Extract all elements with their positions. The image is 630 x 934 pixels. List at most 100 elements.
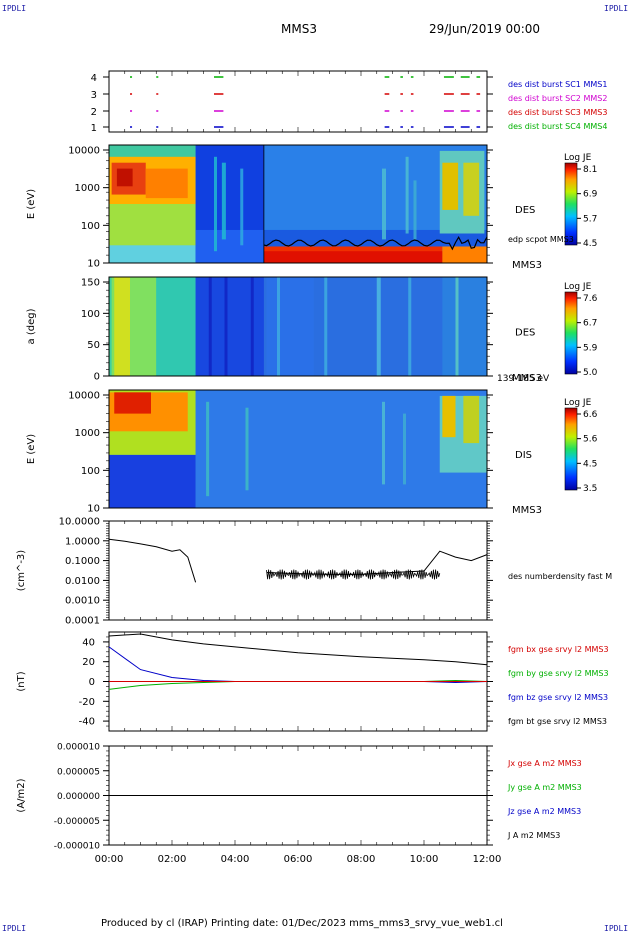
burst-legend-label: des dist burst SC1 MMS1: [508, 80, 607, 89]
colorbar-tick-label: 5.6: [583, 435, 598, 445]
corner-label-br: IPDLI: [604, 924, 629, 933]
spectrogram-y-label: E (eV): [26, 434, 37, 464]
spectrogram-border: [108, 389, 488, 509]
spectrogram-streak: [413, 180, 417, 240]
spectrogram-block: [109, 198, 196, 252]
density-y-tick-label: 0.0010: [65, 596, 100, 607]
spectrogram-block: [156, 277, 196, 376]
current-y-tick-label: -0.000005: [54, 817, 100, 827]
spectrogram-block: [195, 229, 264, 263]
density-y-tick-label: 0.0001: [65, 616, 100, 627]
spectrogram-image: [109, 145, 487, 263]
x-tick-label: 08:00: [347, 854, 376, 865]
spectrogram-streak: [403, 413, 406, 485]
spectrogram-streak: [382, 168, 386, 240]
spectrogram-streak: [224, 277, 228, 376]
spectrogram-image: [109, 277, 487, 376]
spectrogram-block: [442, 246, 487, 263]
density-noise-line: [266, 569, 441, 580]
spectrogram-y-tick-label: 10000: [68, 146, 100, 157]
spectrogram-image: [109, 390, 487, 508]
current-y-tick-label: -0.000010: [54, 842, 100, 852]
colorbar-title: Log JE: [564, 282, 592, 292]
corner-label-bl: IPDLI: [2, 924, 27, 933]
spectrogram-block: [109, 454, 196, 508]
x-tick-label: 02:00: [158, 854, 187, 865]
burst-panel-frame: [108, 70, 488, 133]
bfield-series-line: [108, 633, 488, 666]
spectrogram-side-label: DES: [515, 205, 535, 216]
spectrogram-y-tick-label: 0: [94, 372, 100, 383]
bfield-y-tick-label: 20: [82, 657, 95, 668]
spectrogram-streak: [240, 168, 244, 246]
current-y-tick-label: 0.000005: [57, 767, 100, 777]
spectrogram-y-tick-label: 50: [87, 340, 100, 351]
spectrogram-block: [266, 277, 314, 376]
current-legend-label: Jy gse A m2 MMS3: [507, 783, 582, 792]
spectrogram-y-label: E (eV): [26, 189, 37, 219]
spectrogram-block: [442, 162, 459, 210]
burst-legend-label: des dist burst SC2 MMS2: [508, 94, 607, 103]
bfield-y-tick-label: -20: [79, 697, 95, 708]
x-tick-label: 06:00: [284, 854, 313, 865]
burst-y-tick-label: 3: [91, 90, 97, 101]
spectrogram-spacecraft-label: MMS3: [512, 505, 542, 516]
colorbar-tick-label: 4.5: [583, 239, 597, 249]
spectrogram-block: [195, 390, 487, 508]
density-y-label: (cm^-3): [16, 550, 27, 591]
bfield-legend-label: fgm bt gse srvy l2 MMS3: [508, 717, 607, 726]
bfield-legend-label: fgm bx gse srvy l2 MMS3: [508, 645, 609, 654]
spectrogram-streak: [405, 156, 409, 234]
colorbar-tick-label: 4.5: [583, 459, 597, 469]
burst-y-tick-label: 4: [91, 73, 97, 84]
spectrogram-y-tick-label: 10: [87, 504, 100, 515]
density-y-tick-label: 0.0100: [65, 576, 100, 587]
spectrogram-block: [442, 277, 487, 376]
spectrogram-y-tick-label: 10: [87, 259, 100, 270]
spectrogram-streak: [277, 277, 280, 376]
colorbar-tick-label: 3.5: [583, 484, 597, 494]
spectrogram-streak: [245, 407, 249, 491]
bfield-legend-label: fgm by gse srvy l2 MMS3: [508, 669, 609, 678]
spectrogram-y-tick-label: 1000: [75, 183, 100, 194]
bfield-series-line: [108, 646, 488, 684]
spectrogram-streak: [250, 277, 254, 376]
spectrogram-y-tick-label: 10000: [68, 391, 100, 402]
colorbar-tick-label: 5.7: [583, 214, 597, 224]
spectrogram-y-tick-label: 1000: [75, 428, 100, 439]
bfield-y-tick-label: 40: [82, 637, 95, 648]
spectrogram-streak: [208, 277, 212, 376]
current-legend-label: J A m2 MMS3: [507, 831, 560, 840]
bfield-y-tick-label: 0: [89, 677, 95, 688]
spectrogram-block: [463, 162, 480, 216]
burst-y-tick-label: 2: [91, 107, 97, 118]
spectrogram-streak: [376, 277, 381, 376]
spectrogram-block: [463, 395, 480, 444]
current-legend-label: Jx gse A m2 MMS3: [507, 759, 582, 768]
spectrogram-border: [108, 144, 488, 264]
current-y-tick-label: 0.000010: [57, 743, 100, 753]
spectrogram-border: [108, 276, 488, 377]
spectrogram-y-label: a (deg): [26, 308, 37, 344]
colorbar-tick-label: 5.0: [583, 368, 598, 378]
spectrogram-streak: [382, 401, 385, 485]
spectrogram-block: [114, 392, 151, 414]
bfield-y-tick-label: -40: [79, 717, 95, 728]
current-y-tick-label: 0.000000: [57, 792, 100, 802]
x-tick-label: 10:00: [410, 854, 439, 865]
colorbar-tick-label: 7.6: [583, 294, 598, 304]
current-legend-label: Jz gse A m2 MMS3: [507, 807, 581, 816]
density-y-tick-label: 0.1000: [65, 556, 100, 567]
spectrogram-y-tick-label: 100: [81, 466, 100, 477]
scpot-line: [263, 235, 488, 251]
colorbar: [564, 407, 578, 491]
spectrogram-streak: [324, 277, 328, 376]
spectrogram-block: [109, 245, 196, 263]
colorbar: [564, 291, 578, 375]
bfield-legend-label: fgm bz gse srvy l2 MMS3: [508, 693, 608, 702]
corner-label-tl: IPDLI: [2, 4, 27, 13]
spectrogram-block: [442, 395, 456, 438]
density-legend-label: des numberdensity fast M: [508, 572, 612, 581]
burst-legend-label: des dist burst SC3 MMS3: [508, 108, 607, 117]
